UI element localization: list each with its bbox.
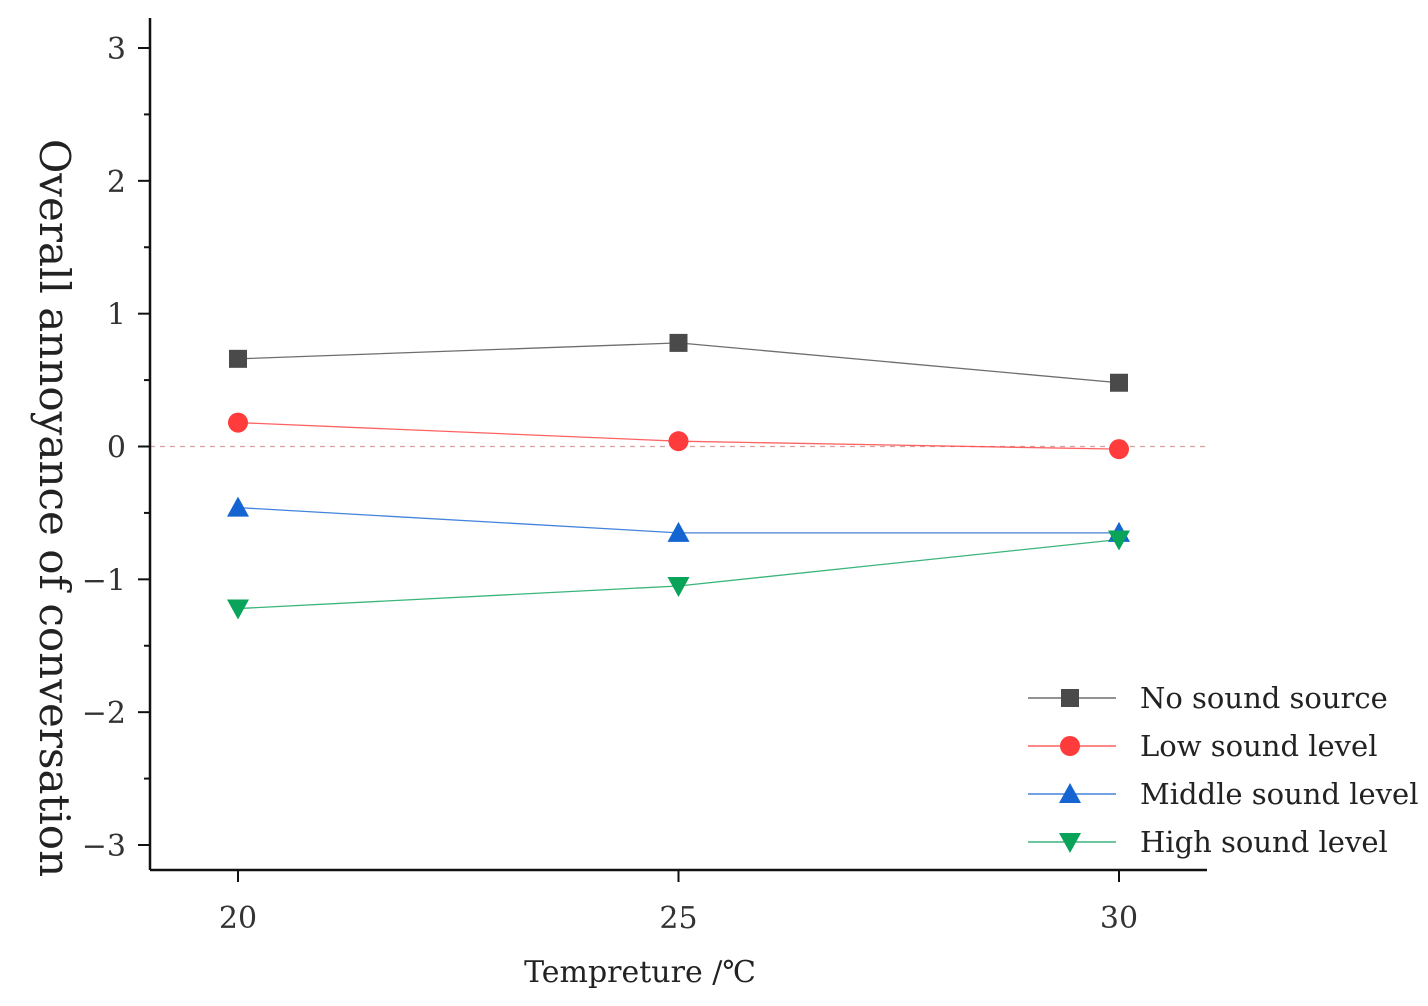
x-tick-label: 25: [659, 901, 697, 936]
data-point: [669, 333, 688, 352]
legend-marker: [1059, 833, 1081, 853]
y-tick-label: 3: [107, 32, 126, 67]
y-tick-label: 1: [107, 298, 126, 333]
legend-marker: [1060, 736, 1080, 756]
data-point: [227, 599, 249, 620]
y-tick-label: 2: [107, 165, 126, 200]
data-point: [668, 431, 689, 452]
data-point: [227, 496, 249, 517]
legend-marker: [1061, 689, 1079, 707]
legend: No sound source Low sound level Middle sou…: [1028, 681, 1419, 859]
legend-marker: [1059, 783, 1081, 803]
legend-label: No sound source: [1140, 681, 1388, 715]
legend-label: High sound level: [1140, 825, 1388, 859]
series-middle-sound-level: [227, 496, 1130, 542]
legend-item-low-sound-level: Low sound level: [1028, 729, 1378, 763]
data-point: [1109, 439, 1129, 460]
series-line: [237, 538, 1120, 610]
x-tick-label: 30: [1100, 901, 1138, 936]
data-point: [1110, 373, 1128, 392]
y-axis-label: Overall annoyance of conversation: [30, 139, 79, 877]
data-point: [228, 412, 248, 433]
legend-label: Middle sound level: [1140, 777, 1419, 811]
legend-item-middle-sound-level: Middle sound level: [1028, 777, 1419, 811]
x-axis-label: Tempreture /℃: [524, 955, 756, 990]
x-tick-label: 20: [219, 901, 257, 936]
series-low-sound-level: [228, 412, 1129, 460]
series-layer: [227, 333, 1130, 620]
y-tick-label: −2: [82, 696, 126, 731]
series-high-sound-level: [227, 530, 1130, 620]
plot-area: 3 2 1 0 −1 −2 −3 20 25 30: [82, 18, 1207, 936]
legend-item-high-sound-level: High sound level: [1028, 825, 1388, 859]
data-point: [229, 349, 247, 368]
data-point: [667, 521, 690, 542]
legend-item-no-sound-source: No sound source: [1028, 681, 1388, 715]
data-point: [1108, 530, 1130, 551]
y-ticks: 3 2 1 0 −1 −2 −3: [82, 32, 150, 864]
data-point: [667, 576, 690, 597]
y-tick-label: −1: [82, 563, 126, 598]
series-no-sound-source: [229, 333, 1128, 392]
y-tick-label: 0: [107, 431, 126, 466]
legend-label: Low sound level: [1140, 729, 1378, 763]
x-ticks: 20 25 30: [219, 870, 1138, 936]
y-tick-label: −3: [82, 829, 126, 864]
